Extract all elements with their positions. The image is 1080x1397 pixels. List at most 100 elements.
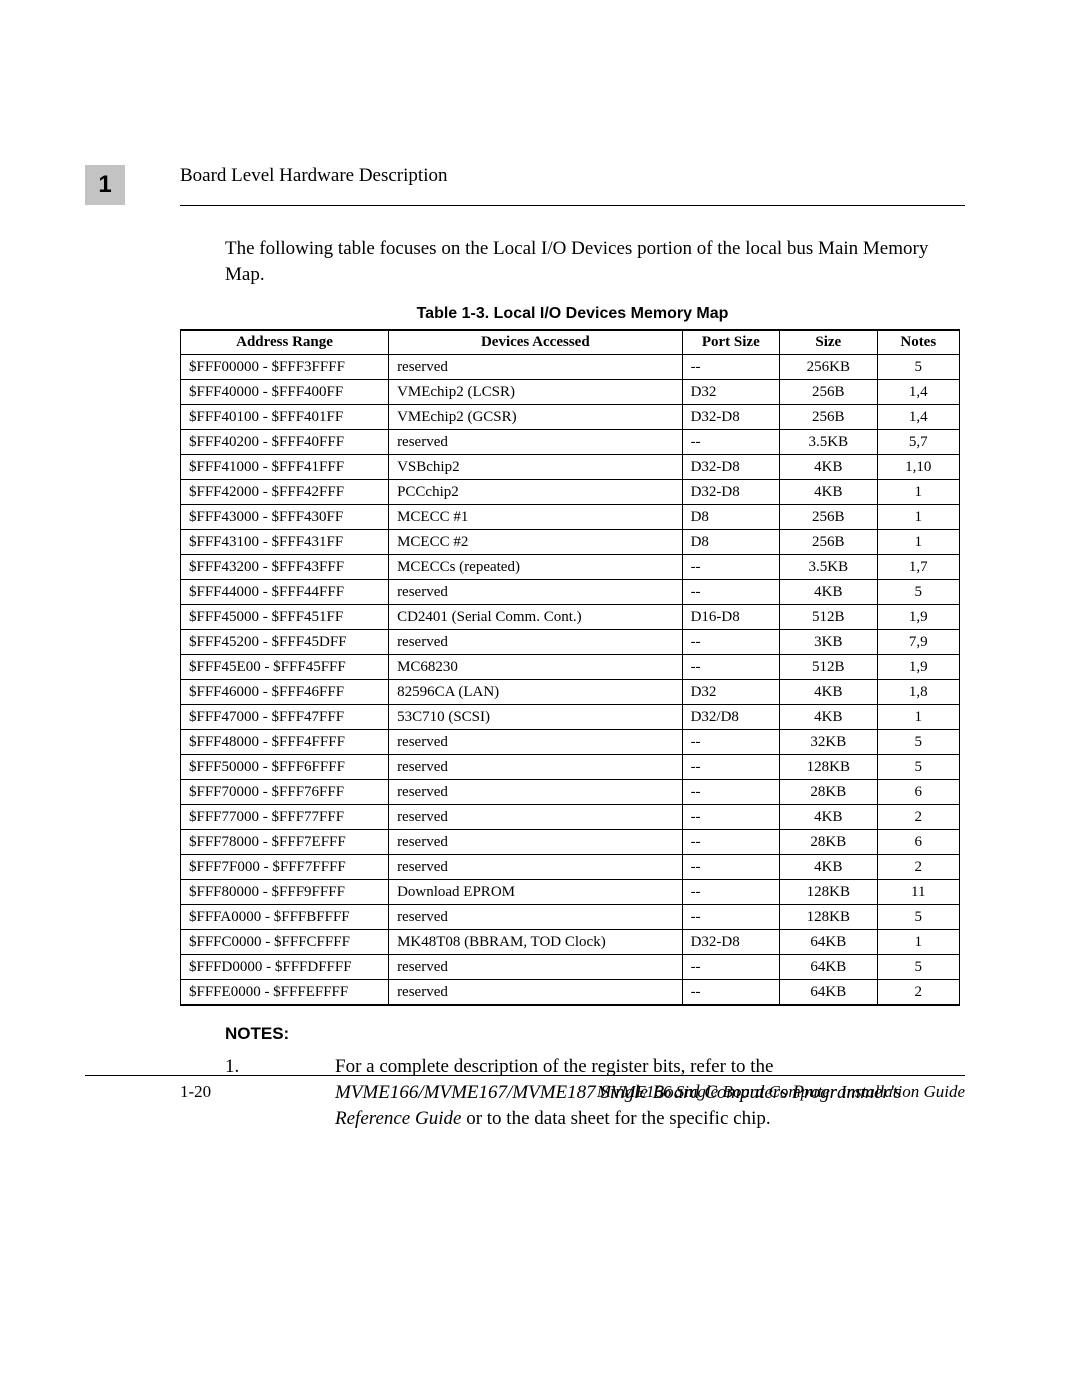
- cell-port: --: [682, 555, 780, 580]
- col-devices: Devices Accessed: [389, 330, 683, 355]
- table-row: $FFF43100 - $FFF431FFMCECC #2D8256B1: [181, 530, 960, 555]
- cell-port: D16-D8: [682, 605, 780, 630]
- table-row: $FFF40100 - $FFF401FFVMEchip2 (GCSR)D32-…: [181, 405, 960, 430]
- cell-notes: 1: [877, 930, 959, 955]
- cell-size: 4KB: [780, 805, 878, 830]
- cell-notes: 1: [877, 505, 959, 530]
- cell-port: D32-D8: [682, 480, 780, 505]
- table-row: $FFFD0000 - $FFFDFFFFreserved--64KB5: [181, 955, 960, 980]
- table-row: $FFF45000 - $FFF451FFCD2401 (Serial Comm…: [181, 605, 960, 630]
- cell-notes: 11: [877, 880, 959, 905]
- cell-addr: $FFF45E00 - $FFF45FFF: [181, 655, 389, 680]
- cell-addr: $FFF47000 - $FFF47FFF: [181, 705, 389, 730]
- cell-size: 64KB: [780, 930, 878, 955]
- cell-dev: reserved: [389, 980, 683, 1006]
- cell-notes: 1: [877, 530, 959, 555]
- cell-port: --: [682, 780, 780, 805]
- cell-addr: $FFF77000 - $FFF77FFF: [181, 805, 389, 830]
- cell-size: 256B: [780, 530, 878, 555]
- cell-dev: reserved: [389, 830, 683, 855]
- table-row: $FFF42000 - $FFF42FFFPCCchip2D32-D84KB1: [181, 480, 960, 505]
- cell-addr: $FFF80000 - $FFF9FFFF: [181, 880, 389, 905]
- cell-notes: 1: [877, 480, 959, 505]
- cell-port: D8: [682, 530, 780, 555]
- cell-port: --: [682, 905, 780, 930]
- cell-size: 4KB: [780, 680, 878, 705]
- cell-notes: 5,7: [877, 430, 959, 455]
- cell-dev: reserved: [389, 955, 683, 980]
- cell-notes: 1,7: [877, 555, 959, 580]
- cell-port: --: [682, 355, 780, 380]
- cell-notes: 1: [877, 705, 959, 730]
- cell-port: --: [682, 955, 780, 980]
- cell-notes: 7,9: [877, 630, 959, 655]
- cell-addr: $FFF43000 - $FFF430FF: [181, 505, 389, 530]
- cell-dev: reserved: [389, 855, 683, 880]
- cell-dev: reserved: [389, 805, 683, 830]
- notes-heading: NOTES:: [225, 1024, 965, 1044]
- cell-addr: $FFF50000 - $FFF6FFFF: [181, 755, 389, 780]
- cell-size: 256B: [780, 405, 878, 430]
- table-row: $FFF48000 - $FFF4FFFFreserved--32KB5: [181, 730, 960, 755]
- cell-dev: reserved: [389, 780, 683, 805]
- cell-port: D32-D8: [682, 405, 780, 430]
- cell-size: 3.5KB: [780, 430, 878, 455]
- cell-dev: MCECC #1: [389, 505, 683, 530]
- chapter-badge: 1: [85, 165, 125, 205]
- cell-notes: 2: [877, 980, 959, 1006]
- cell-dev: reserved: [389, 730, 683, 755]
- page-footer: 1-20 MVME166 Single Board Computer Insta…: [85, 1075, 965, 1102]
- intro-paragraph: The following table focuses on the Local…: [225, 236, 965, 287]
- cell-size: 512B: [780, 605, 878, 630]
- cell-notes: 1,4: [877, 380, 959, 405]
- table-row: $FFF40000 - $FFF400FFVMEchip2 (LCSR)D322…: [181, 380, 960, 405]
- cell-port: D32: [682, 680, 780, 705]
- cell-dev: VSBchip2: [389, 455, 683, 480]
- table-row: $FFF50000 - $FFF6FFFFreserved--128KB5: [181, 755, 960, 780]
- cell-dev: MCECC #2: [389, 530, 683, 555]
- cell-size: 64KB: [780, 955, 878, 980]
- cell-size: 256B: [780, 505, 878, 530]
- cell-dev: CD2401 (Serial Comm. Cont.): [389, 605, 683, 630]
- cell-port: --: [682, 655, 780, 680]
- cell-notes: 5: [877, 355, 959, 380]
- table-row: $FFFE0000 - $FFFEFFFFreserved--64KB2: [181, 980, 960, 1006]
- cell-port: --: [682, 755, 780, 780]
- cell-addr: $FFFD0000 - $FFFDFFFF: [181, 955, 389, 980]
- footer-page-number: 1-20: [180, 1082, 211, 1102]
- cell-size: 28KB: [780, 830, 878, 855]
- cell-dev: reserved: [389, 430, 683, 455]
- cell-addr: $FFF46000 - $FFF46FFF: [181, 680, 389, 705]
- cell-port: --: [682, 805, 780, 830]
- memory-map-table: Address Range Devices Accessed Port Size…: [180, 329, 960, 1006]
- cell-addr: $FFF40000 - $FFF400FF: [181, 380, 389, 405]
- cell-dev: reserved: [389, 355, 683, 380]
- cell-addr: $FFF43100 - $FFF431FF: [181, 530, 389, 555]
- cell-size: 4KB: [780, 480, 878, 505]
- cell-notes: 2: [877, 855, 959, 880]
- cell-dev: 82596CA (LAN): [389, 680, 683, 705]
- cell-dev: MCECCs (repeated): [389, 555, 683, 580]
- table-row: $FFF00000 - $FFF3FFFFreserved--256KB5: [181, 355, 960, 380]
- cell-size: 3KB: [780, 630, 878, 655]
- cell-addr: $FFF41000 - $FFF41FFF: [181, 455, 389, 480]
- cell-addr: $FFF43200 - $FFF43FFF: [181, 555, 389, 580]
- cell-port: --: [682, 630, 780, 655]
- cell-addr: $FFF44000 - $FFF44FFF: [181, 580, 389, 605]
- table-row: $FFF43200 - $FFF43FFFMCECCs (repeated)--…: [181, 555, 960, 580]
- cell-addr: $FFF78000 - $FFF7EFFF: [181, 830, 389, 855]
- cell-notes: 5: [877, 755, 959, 780]
- table-row: $FFF45200 - $FFF45DFFreserved--3KB7,9: [181, 630, 960, 655]
- section-title: Board Level Hardware Description: [180, 165, 965, 206]
- table-row: $FFF80000 - $FFF9FFFFDownload EPROM--128…: [181, 880, 960, 905]
- cell-notes: 6: [877, 780, 959, 805]
- cell-size: 32KB: [780, 730, 878, 755]
- cell-notes: 1,4: [877, 405, 959, 430]
- cell-dev: PCCchip2: [389, 480, 683, 505]
- cell-size: 128KB: [780, 880, 878, 905]
- table-row: $FFF7F000 - $FFF7FFFFreserved--4KB2: [181, 855, 960, 880]
- col-size: Size: [780, 330, 878, 355]
- cell-notes: 5: [877, 905, 959, 930]
- footer-doc-title: MVME166 Single Board Computer Installati…: [597, 1082, 965, 1102]
- cell-notes: 5: [877, 955, 959, 980]
